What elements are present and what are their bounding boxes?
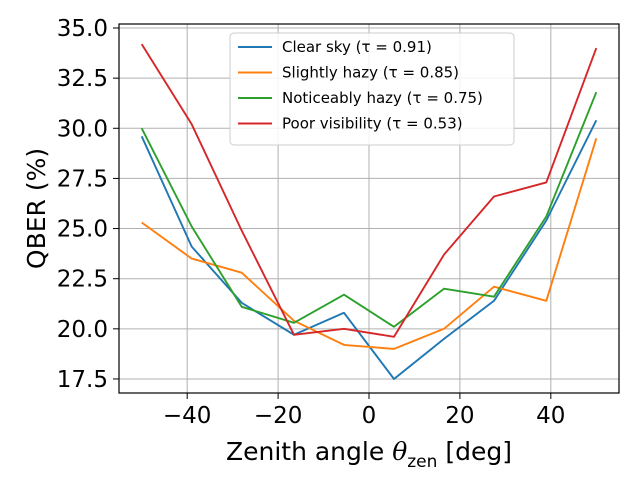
legend-label-3: Noticeably hazy (τ = 0.75) bbox=[282, 89, 483, 107]
x-axis-symbol: θ bbox=[392, 437, 407, 466]
y-axis-title: QBER (%) bbox=[22, 148, 51, 269]
y-tick-label: 25.0 bbox=[57, 217, 108, 243]
y-tick-label: 17.5 bbox=[57, 367, 108, 393]
series-line-3 bbox=[140, 91, 598, 328]
x-tick-label: −20 bbox=[254, 403, 303, 429]
legend: Clear sky (τ = 0.91) Slightly hazy (τ = 0… bbox=[229, 32, 515, 146]
legend-label-1: Clear sky (τ = 0.91) bbox=[282, 38, 432, 56]
y-tick-label: 30.0 bbox=[57, 116, 108, 142]
y-tick-label: 27.5 bbox=[57, 166, 108, 192]
legend-label-4: Poor visibility (τ = 0.53) bbox=[282, 115, 463, 133]
y-tick-label: 20.0 bbox=[57, 317, 108, 343]
tick-labels: −40 −20 0 20 40 17.5 20.0 22.5 25.0 27.5 30.0 32.5 3… bbox=[57, 16, 566, 429]
series-line-1 bbox=[140, 119, 598, 380]
x-axis-title: Zenith angle θzen [deg] bbox=[226, 437, 512, 473]
series-lines bbox=[140, 43, 598, 380]
legend-items: Clear sky (τ = 0.91) Slightly hazy (τ = 0… bbox=[238, 38, 483, 133]
legend-label-2: Slightly hazy (τ = 0.85) bbox=[282, 64, 459, 82]
y-tick-label: 32.5 bbox=[57, 66, 108, 92]
series-line-4 bbox=[140, 43, 598, 338]
x-tick-label: 0 bbox=[362, 403, 377, 429]
x-tick-label: −40 bbox=[163, 403, 212, 429]
x-axis-subscript: zen bbox=[407, 452, 437, 472]
x-axis-label: Zenith angle bbox=[226, 437, 384, 466]
legend-box bbox=[229, 32, 515, 146]
x-axis-unit: [deg] bbox=[445, 437, 512, 466]
x-tick-label: 40 bbox=[536, 403, 565, 429]
x-tick-label: 20 bbox=[445, 403, 474, 429]
y-tick-label: 35.0 bbox=[57, 16, 108, 42]
axis-ticks bbox=[113, 27, 552, 399]
y-tick-label: 22.5 bbox=[57, 267, 108, 293]
